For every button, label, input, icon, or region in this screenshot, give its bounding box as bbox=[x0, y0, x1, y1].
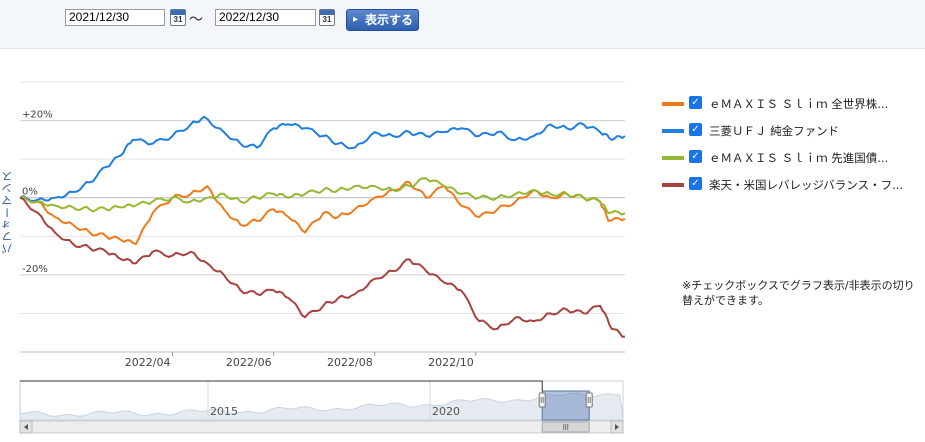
range-separator: ～ bbox=[189, 11, 203, 27]
legend-checkbox[interactable]: ✓ bbox=[689, 123, 702, 136]
legend-label[interactable]: 楽天・米国レバレッジバランス・フ... bbox=[709, 178, 904, 192]
legend-item: ✓ ｅＭＡＸＩＳ Ｓｌｉｍ 全世界株... bbox=[662, 96, 922, 123]
legend-swatch bbox=[662, 129, 684, 133]
y-tick-label: -20% bbox=[22, 264, 48, 275]
y-tick-label: +20% bbox=[22, 110, 53, 121]
legend-label[interactable]: 三菱ＵＦＪ 純金ファンド bbox=[709, 124, 840, 138]
y-tick-label: 0% bbox=[22, 187, 38, 198]
legend-label[interactable]: ｅＭＡＸＩＳ Ｓｌｉｍ 先進国債... bbox=[709, 151, 889, 165]
performance-chart: +20%0%-20% 2022/04 2022/06 2022/08 2022/10 … bbox=[19, 81, 626, 434]
legend-swatch bbox=[662, 102, 684, 106]
scroll-right-arrow-icon bbox=[615, 424, 619, 430]
legend-checkbox[interactable]: ✓ bbox=[689, 177, 702, 190]
date-range-bar: 2021/12/30 31 ～ 2022/12/30 31 表示する bbox=[0, 0, 925, 49]
x-tick-label: 2022/06 bbox=[226, 356, 272, 369]
series-line bbox=[19, 115, 626, 202]
scroll-left-arrow-icon bbox=[24, 424, 28, 430]
navigator-outline bbox=[20, 380, 543, 391]
calendar-day: 31 bbox=[173, 15, 183, 24]
legend-checkbox[interactable]: ✓ bbox=[689, 96, 702, 109]
navigator-handle[interactable] bbox=[585, 392, 593, 408]
calendar-day: 31 bbox=[322, 15, 332, 24]
legend-checkbox[interactable]: ✓ bbox=[689, 150, 702, 163]
start-calendar-icon[interactable]: 31 bbox=[170, 9, 186, 26]
legend-label[interactable]: ｅＭＡＸＩＳ Ｓｌｉｍ 全世界株... bbox=[709, 97, 889, 111]
navigator-area bbox=[19, 392, 624, 421]
legend-item: ✓ 三菱ＵＦＪ 純金ファンド bbox=[662, 123, 922, 150]
scrollbar-track bbox=[19, 420, 624, 434]
navigator-handle[interactable] bbox=[538, 392, 546, 408]
legend-swatch bbox=[662, 183, 684, 187]
legend-item: ✓ 楽天・米国レバレッジバランス・フ... bbox=[662, 177, 922, 204]
checkbox-note: ※チェックボックスでグラフ表示/非表示の切り替えができます。 bbox=[682, 279, 915, 307]
end-calendar-icon[interactable]: 31 bbox=[319, 9, 335, 26]
series-line bbox=[19, 177, 626, 216]
navigator-year-label: 2015 bbox=[210, 405, 238, 418]
x-tick-label: 2022/04 bbox=[125, 356, 171, 369]
x-tick-label: 2022/10 bbox=[428, 356, 474, 369]
legend: ✓ ｅＭＡＸＩＳ Ｓｌｉｍ 全世界株... ✓ 三菱ＵＦＪ 純金ファンド ✓ ｅ… bbox=[662, 96, 922, 204]
show-button[interactable]: 表示する bbox=[346, 9, 419, 31]
x-tick-label: 2022/08 bbox=[327, 356, 373, 369]
navigator-year-label: 2020 bbox=[432, 405, 460, 418]
end-date-input[interactable]: 2022/12/30 bbox=[215, 9, 316, 26]
legend-swatch bbox=[662, 156, 684, 160]
series-line bbox=[19, 196, 626, 338]
navigator-selection bbox=[541, 390, 590, 421]
legend-item: ✓ ｅＭＡＸＩＳ Ｓｌｉｍ 先進国債... bbox=[662, 150, 922, 177]
start-date-input[interactable]: 2021/12/30 bbox=[65, 9, 165, 26]
